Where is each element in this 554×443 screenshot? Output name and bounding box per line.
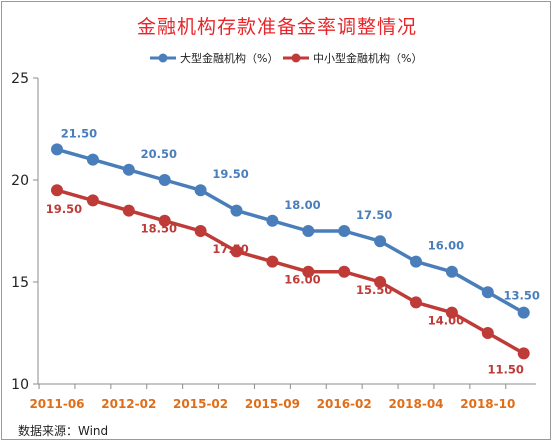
x-tick-label: 2012-02	[101, 397, 156, 411]
series-line	[56, 188, 525, 355]
data-point	[266, 214, 279, 227]
data-point	[194, 184, 207, 197]
data-point	[481, 327, 494, 339]
data-label: 18.00	[284, 198, 320, 212]
legend-swatch-marker	[291, 53, 301, 63]
y-tick-label: 15	[11, 275, 29, 291]
data-point	[51, 143, 63, 156]
data-label: 17.50	[212, 242, 248, 256]
x-tick-label: 2018-10	[460, 397, 515, 411]
x-tick-label: 2015-09	[245, 397, 300, 411]
data-label: 13.50	[504, 289, 540, 303]
data-point	[158, 214, 171, 227]
data-point	[86, 153, 99, 166]
data-label: 18.50	[141, 222, 177, 236]
data-label: 19.50	[212, 167, 248, 181]
data-point	[374, 276, 387, 288]
data-label: 17.50	[356, 208, 392, 222]
data-point	[410, 255, 422, 268]
data-point	[158, 174, 171, 186]
x-tick-label: 2015-02	[173, 397, 228, 411]
data-label: 15.50	[356, 283, 392, 297]
y-tick-label: 10	[11, 377, 29, 393]
data-point	[410, 296, 422, 309]
data-label: 16.00	[284, 273, 320, 287]
x-tick-label: 2018-04	[388, 397, 443, 411]
series-line	[56, 147, 525, 315]
x-tick-label: 2016-02	[317, 397, 372, 411]
data-point	[122, 163, 135, 176]
legend-label: 大型金融机构（%）	[180, 51, 278, 65]
chart-title: 金融机构存款准备金率调整情况	[136, 16, 417, 38]
data-label: 14.00	[428, 313, 464, 327]
legend-label: 中小型金融机构（%）	[313, 51, 422, 65]
y-tick-label: 25	[11, 71, 29, 87]
legend-swatch-marker	[158, 53, 168, 63]
data-point	[51, 184, 63, 197]
data-point	[230, 204, 243, 217]
data-point	[338, 225, 351, 237]
source-note: 数据来源：Wind	[18, 424, 109, 438]
data-point	[230, 245, 243, 258]
data-point	[122, 204, 135, 217]
y-tick-label: 20	[11, 173, 29, 189]
x-tick-label: 2011-06	[29, 397, 84, 411]
data-point	[517, 306, 530, 319]
data-label: 19.50	[46, 202, 82, 216]
data-point	[86, 194, 99, 207]
data-point	[445, 265, 458, 278]
data-point	[302, 225, 315, 237]
data-point	[302, 265, 315, 278]
data-point	[194, 225, 207, 237]
data-point	[445, 306, 458, 319]
data-point	[338, 265, 351, 278]
data-point	[481, 286, 494, 299]
data-label: 20.50	[141, 147, 177, 161]
data-label: 16.00	[428, 239, 464, 253]
data-label: 21.50	[61, 126, 97, 140]
data-label: 11.50	[488, 362, 524, 376]
data-point	[517, 347, 530, 360]
data-point	[374, 235, 387, 248]
data-point	[266, 255, 279, 268]
